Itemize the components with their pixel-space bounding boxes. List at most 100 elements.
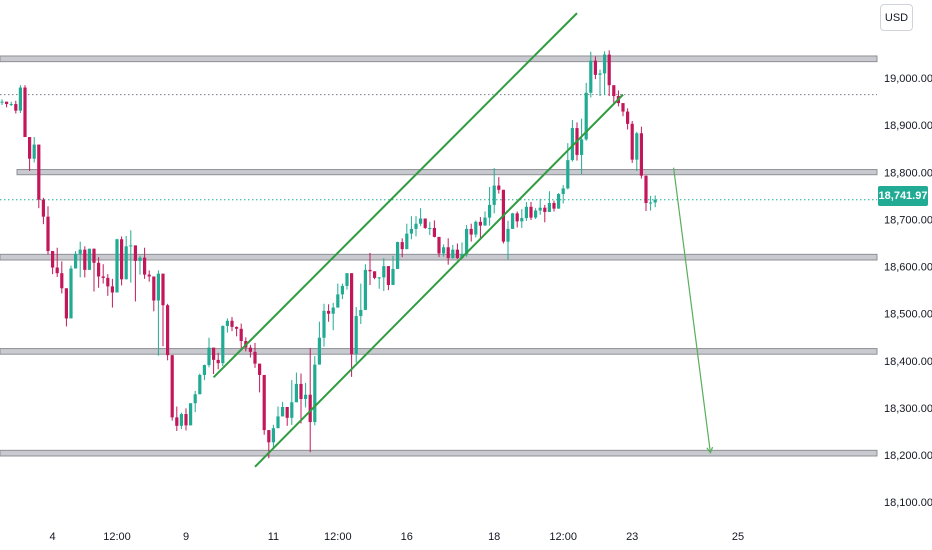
candle (9, 101, 13, 106)
candle-body (593, 60, 597, 75)
candle (377, 276, 381, 289)
y-tick-label: 18,600.00 (884, 262, 932, 274)
candle-body (354, 316, 358, 355)
candle-body (193, 394, 197, 404)
candle-body (290, 402, 294, 418)
candle-body (74, 253, 78, 269)
candle (419, 208, 423, 227)
candle-body (529, 206, 533, 218)
x-tick-label: 12:00 (324, 531, 352, 543)
candle (515, 211, 519, 228)
candle-body (382, 266, 386, 278)
candle-body (262, 374, 266, 431)
candle (221, 325, 225, 366)
candle-body (396, 242, 400, 269)
candle-body (216, 359, 220, 364)
candle-body (409, 228, 413, 234)
candle (313, 356, 317, 426)
candle-body (55, 267, 59, 274)
x-tick-label: 9 (183, 531, 189, 543)
candle (92, 248, 96, 292)
zone-band (16, 169, 878, 176)
candle-body (212, 347, 216, 360)
candle (18, 85, 22, 114)
candle-body (248, 347, 252, 352)
candle (64, 288, 68, 327)
y-tick-label: 18,400.00 (884, 356, 932, 368)
candle-body (230, 320, 234, 327)
candle-body (46, 216, 50, 252)
candle (253, 342, 257, 368)
x-tick-label: 12:00 (103, 531, 131, 543)
candle (451, 244, 455, 259)
candle-body (313, 364, 317, 423)
candle (359, 283, 363, 325)
candle-body (97, 262, 101, 277)
y-tick-label: 18,300.00 (884, 403, 932, 415)
currency-selector[interactable]: USD (880, 4, 913, 31)
y-tick-label: 18,500.00 (884, 309, 932, 321)
candle (474, 220, 478, 238)
trend-channel-lines (212, 12, 714, 468)
y-tick-label: 18,800.00 (884, 167, 932, 179)
candle (345, 273, 349, 290)
candle (262, 374, 266, 435)
candle-body (189, 403, 193, 426)
candle (198, 373, 202, 395)
y-tick-label: 19,000.00 (884, 73, 932, 85)
candle (110, 278, 114, 308)
candle-body (327, 310, 331, 314)
candle (630, 121, 634, 163)
candle (299, 373, 303, 424)
candle-body (492, 185, 496, 205)
y-tick-label: 18,700.00 (884, 214, 932, 226)
candle-body (373, 271, 377, 278)
candle-body (460, 253, 464, 259)
candle-body (87, 248, 91, 270)
candle (166, 303, 170, 361)
candle (308, 348, 312, 453)
candle-body (115, 239, 119, 293)
candle (225, 318, 229, 333)
channel-line (254, 93, 624, 468)
candle (78, 241, 82, 278)
candle (538, 198, 542, 215)
candle-body (69, 268, 73, 319)
candle (409, 216, 413, 240)
candle (322, 303, 326, 347)
candle-body (547, 202, 551, 212)
candle-body (225, 320, 229, 326)
y-tick-label: 18,200.00 (884, 450, 932, 462)
candle (60, 261, 64, 294)
candle-body (322, 310, 326, 338)
candle (294, 372, 298, 403)
candle (133, 245, 137, 302)
currency-label: USD (884, 11, 909, 24)
candle (175, 406, 179, 432)
candle-body (18, 87, 22, 111)
candlestick-series (0, 50, 657, 459)
candle-body (497, 185, 501, 190)
candle-body (607, 54, 611, 86)
candle (74, 251, 78, 269)
zone-band (0, 449, 878, 457)
projection-arrow-head (706, 446, 714, 454)
candle (557, 193, 561, 209)
candle-body (83, 249, 87, 270)
candle (368, 252, 372, 285)
candle (442, 244, 446, 257)
candle-body (478, 221, 482, 226)
candle-body (340, 285, 344, 295)
candle (331, 302, 335, 331)
candle (506, 220, 510, 260)
x-tick-label: 12:00 (549, 531, 577, 543)
candle (147, 270, 151, 282)
candle-body (566, 160, 570, 189)
x-tick-label: 18 (488, 531, 500, 543)
candle (488, 186, 492, 226)
candle-body (0, 101, 4, 103)
candle-body (377, 277, 381, 279)
candle (649, 195, 653, 211)
dotted-price-levels (0, 94, 877, 201)
